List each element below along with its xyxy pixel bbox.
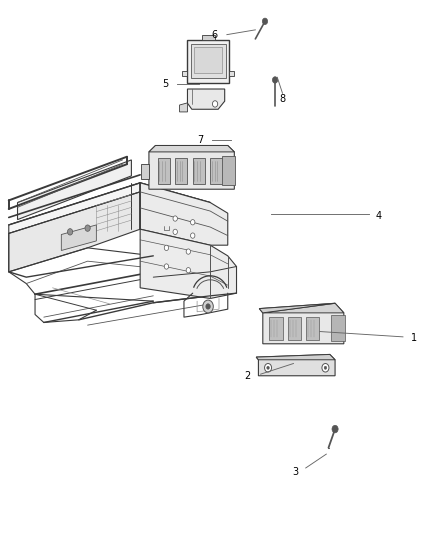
Circle shape [332,425,338,433]
Text: 4: 4 [376,211,382,221]
Bar [210,158,223,184]
Polygon shape [259,303,344,344]
Polygon shape [61,225,96,251]
Polygon shape [140,229,237,298]
Polygon shape [182,71,187,76]
Bar [158,158,170,184]
Circle shape [67,229,73,235]
Circle shape [173,229,177,235]
Text: 6: 6 [212,30,218,39]
Bar [201,35,215,40]
Text: 7: 7 [198,135,204,144]
Polygon shape [9,192,140,272]
Circle shape [324,366,327,369]
Polygon shape [9,183,210,233]
Polygon shape [229,71,234,76]
Polygon shape [259,303,335,313]
Polygon shape [256,354,335,360]
Circle shape [164,264,169,269]
Circle shape [267,366,269,369]
Circle shape [203,300,213,313]
Circle shape [164,245,169,251]
Circle shape [262,18,268,25]
Bar [175,158,187,184]
Text: 8: 8 [279,94,286,103]
Text: 1: 1 [411,334,417,343]
Text: 3: 3 [293,467,299,477]
Bar [187,40,229,83]
Polygon shape [140,183,228,245]
Bar [222,156,235,185]
Bar [191,44,226,78]
Polygon shape [149,146,234,189]
Bar [269,317,283,340]
Circle shape [186,249,191,254]
Polygon shape [187,89,225,109]
Circle shape [272,77,278,83]
Bar [306,317,319,340]
Circle shape [191,220,195,225]
Circle shape [173,216,177,221]
Circle shape [206,304,210,309]
Polygon shape [141,164,149,179]
Polygon shape [263,303,344,313]
Bar [194,47,222,73]
Text: 5: 5 [162,79,169,89]
Circle shape [212,101,218,107]
Circle shape [186,268,191,273]
Text: 2: 2 [244,371,251,381]
Circle shape [265,364,272,372]
Polygon shape [180,103,187,112]
Bar [193,158,205,184]
Polygon shape [256,354,335,376]
Polygon shape [149,146,234,152]
Circle shape [85,225,90,231]
Circle shape [191,233,195,238]
Bar [331,315,345,341]
Circle shape [322,364,329,372]
Polygon shape [18,160,131,220]
Bar [288,317,301,340]
